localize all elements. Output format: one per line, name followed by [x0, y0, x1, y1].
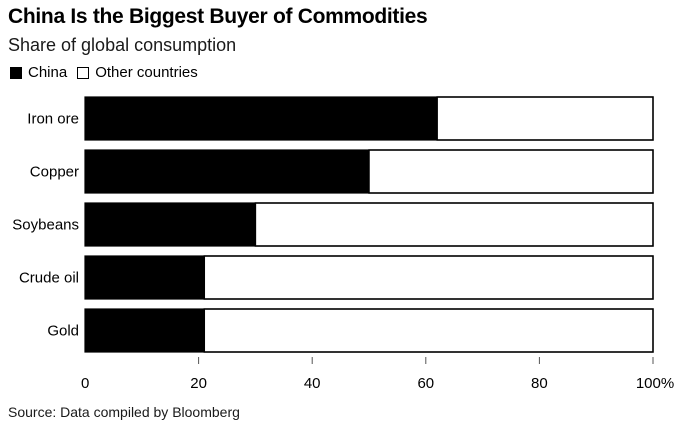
x-tick-label-60: 60 — [417, 375, 434, 392]
bar-gold-other-countries — [203, 308, 654, 353]
legend-item-china: China — [10, 64, 67, 81]
x-tick-label-0: 0 — [81, 375, 89, 392]
bar-outline-gold — [84, 308, 654, 353]
category-label-soybeans: Soybeans — [12, 217, 79, 234]
bar-copper-other-countries — [368, 149, 654, 194]
legend-label-other-countries: Other countries — [95, 64, 198, 81]
legend-swatch-china — [10, 66, 22, 79]
bar-outline-iron-ore — [84, 96, 654, 141]
bar-outline-soybeans — [84, 202, 654, 247]
bar-outline-copper — [84, 149, 654, 194]
category-label-crude-oil: Crude oil — [19, 270, 79, 287]
source-note: Source: Data compiled by Bloomberg — [8, 404, 240, 420]
x-tick-label-80: 80 — [531, 375, 548, 392]
bar-crude-oil-other-countries — [203, 255, 654, 300]
chart-title: China Is the Biggest Buyer of Commoditie… — [8, 5, 428, 28]
bar-crude-oil-china — [85, 256, 205, 299]
bar-soybeans-china — [85, 203, 256, 246]
x-tick-label-40: 40 — [304, 375, 321, 392]
bar-iron-ore-china — [85, 97, 438, 140]
bar-copper-china — [85, 150, 369, 193]
legend: China Other countries — [10, 64, 208, 81]
category-label-gold: Gold — [47, 323, 79, 340]
legend-item-other-countries: Other countries — [77, 64, 198, 81]
bar-iron-ore-other-countries — [436, 96, 654, 141]
bar-outline-crude-oil — [84, 255, 654, 300]
category-label-iron-ore: Iron ore — [27, 111, 79, 128]
x-tick-label-100: 100% — [636, 375, 674, 392]
legend-label-china: China — [28, 64, 68, 81]
bar-gold-china — [85, 309, 205, 352]
chart-subtitle: Share of global consumption — [8, 35, 237, 55]
legend-swatch-other-countries — [77, 66, 90, 79]
x-tick-label-20: 20 — [190, 375, 207, 392]
bar-soybeans-other-countries — [254, 202, 654, 247]
category-label-copper: Copper — [30, 164, 79, 181]
